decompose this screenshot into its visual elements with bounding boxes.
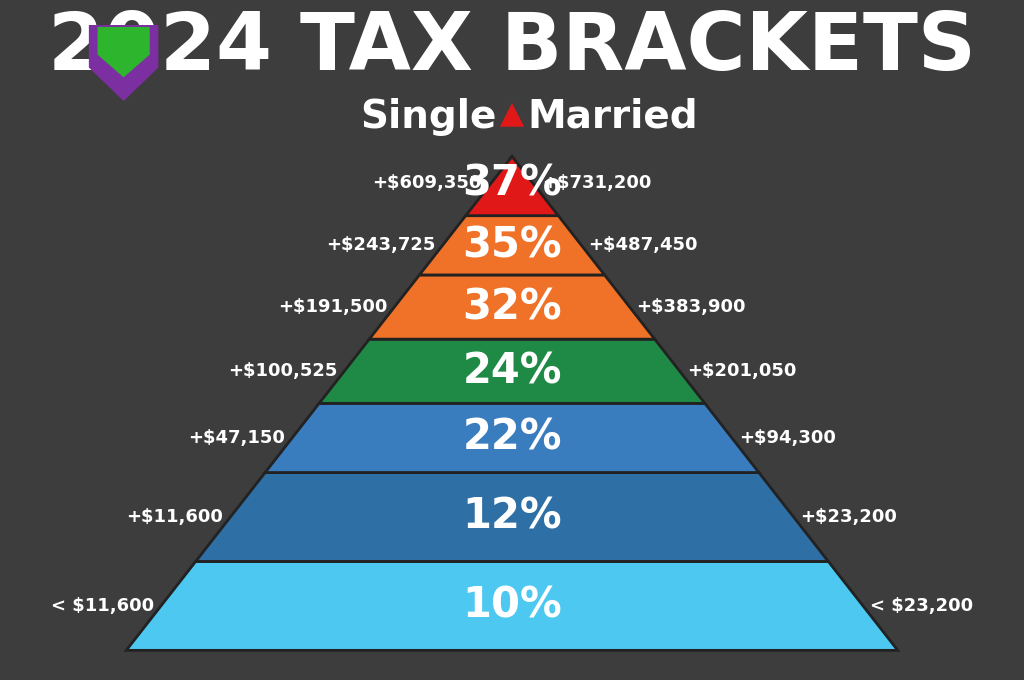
Text: 32%: 32% xyxy=(462,286,562,328)
Text: +$201,050: +$201,050 xyxy=(687,362,796,380)
Text: Single: Single xyxy=(360,98,497,136)
Text: < $11,600: < $11,600 xyxy=(51,597,154,615)
Text: 12%: 12% xyxy=(462,496,562,538)
Text: 37%: 37% xyxy=(462,162,562,204)
Text: +$731,200: +$731,200 xyxy=(542,174,651,192)
Text: 2024 TAX BRACKETS: 2024 TAX BRACKETS xyxy=(48,9,976,87)
Text: +$383,900: +$383,900 xyxy=(637,298,746,316)
Polygon shape xyxy=(500,103,524,126)
Polygon shape xyxy=(319,339,705,403)
Text: +$94,300: +$94,300 xyxy=(739,429,836,447)
Text: +$11,600: +$11,600 xyxy=(127,508,223,526)
Text: +$243,725: +$243,725 xyxy=(327,237,435,254)
Polygon shape xyxy=(265,403,759,473)
Text: Married: Married xyxy=(527,98,698,136)
Text: 24%: 24% xyxy=(462,350,562,392)
Text: +$609,350: +$609,350 xyxy=(373,174,482,192)
Polygon shape xyxy=(466,156,558,216)
Text: +$47,150: +$47,150 xyxy=(188,429,285,447)
Text: +$191,500: +$191,500 xyxy=(278,298,387,316)
Polygon shape xyxy=(126,562,898,650)
Text: 22%: 22% xyxy=(462,417,562,459)
Polygon shape xyxy=(97,27,150,78)
Polygon shape xyxy=(89,25,159,101)
Text: < $23,200: < $23,200 xyxy=(870,597,973,615)
Text: 10%: 10% xyxy=(462,585,562,627)
Text: 35%: 35% xyxy=(462,224,562,267)
Polygon shape xyxy=(196,473,828,562)
Text: +$487,450: +$487,450 xyxy=(589,237,698,254)
Polygon shape xyxy=(420,216,604,275)
Text: +$100,525: +$100,525 xyxy=(228,362,337,380)
Polygon shape xyxy=(370,275,654,339)
Text: +$23,200: +$23,200 xyxy=(801,508,897,526)
